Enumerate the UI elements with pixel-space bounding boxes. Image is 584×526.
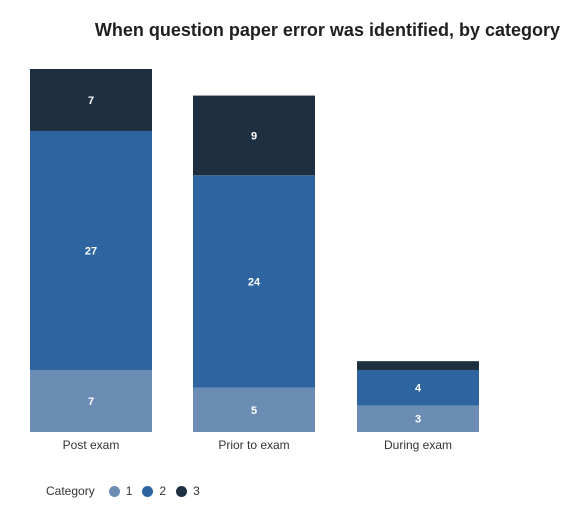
chart-title: When question paper error was identified…	[94, 20, 560, 40]
bar-segment-post-exam-series-3	[30, 69, 152, 131]
data-label: 7	[88, 396, 94, 408]
legend-item-2: 2	[142, 484, 166, 498]
legend-title: Category	[46, 484, 95, 498]
category-label: Post exam	[63, 438, 120, 452]
legend-swatch-2	[142, 485, 154, 497]
data-label: 27	[85, 246, 97, 258]
data-label: 7	[88, 95, 94, 107]
legend-label-3: 3	[193, 484, 200, 498]
legend-label-2: 2	[159, 484, 167, 498]
data-label: 24	[248, 276, 261, 288]
legend-swatch-1	[108, 485, 120, 497]
category-label: During exam	[384, 438, 452, 452]
data-label: 5	[251, 405, 257, 417]
bar-segment-post-exam-series-2	[30, 130, 152, 371]
bar-segment-post-exam-series-1	[30, 370, 152, 432]
legend-swatch-3	[176, 485, 188, 497]
bar-segment-prior-to-exam-series-3	[193, 95, 315, 176]
bar-segment-prior-to-exam-series-2	[193, 175, 315, 388]
data-label: 4	[415, 383, 422, 395]
category-label: Prior to exam	[218, 438, 289, 452]
bar-segment-during-exam-series-3	[357, 361, 479, 371]
data-label: 9	[251, 130, 257, 142]
bar-segment-during-exam-series-2	[357, 370, 479, 406]
bar-segment-during-exam-series-1	[357, 405, 479, 432]
legend-label-1: 1	[125, 484, 133, 498]
bar-segment-prior-to-exam-series-1	[193, 387, 315, 432]
legend: Category 1 2 3	[46, 484, 210, 498]
legend-item-3: 3	[176, 484, 200, 498]
legend-item-1: 1	[108, 484, 133, 498]
data-label: 3	[415, 414, 421, 426]
